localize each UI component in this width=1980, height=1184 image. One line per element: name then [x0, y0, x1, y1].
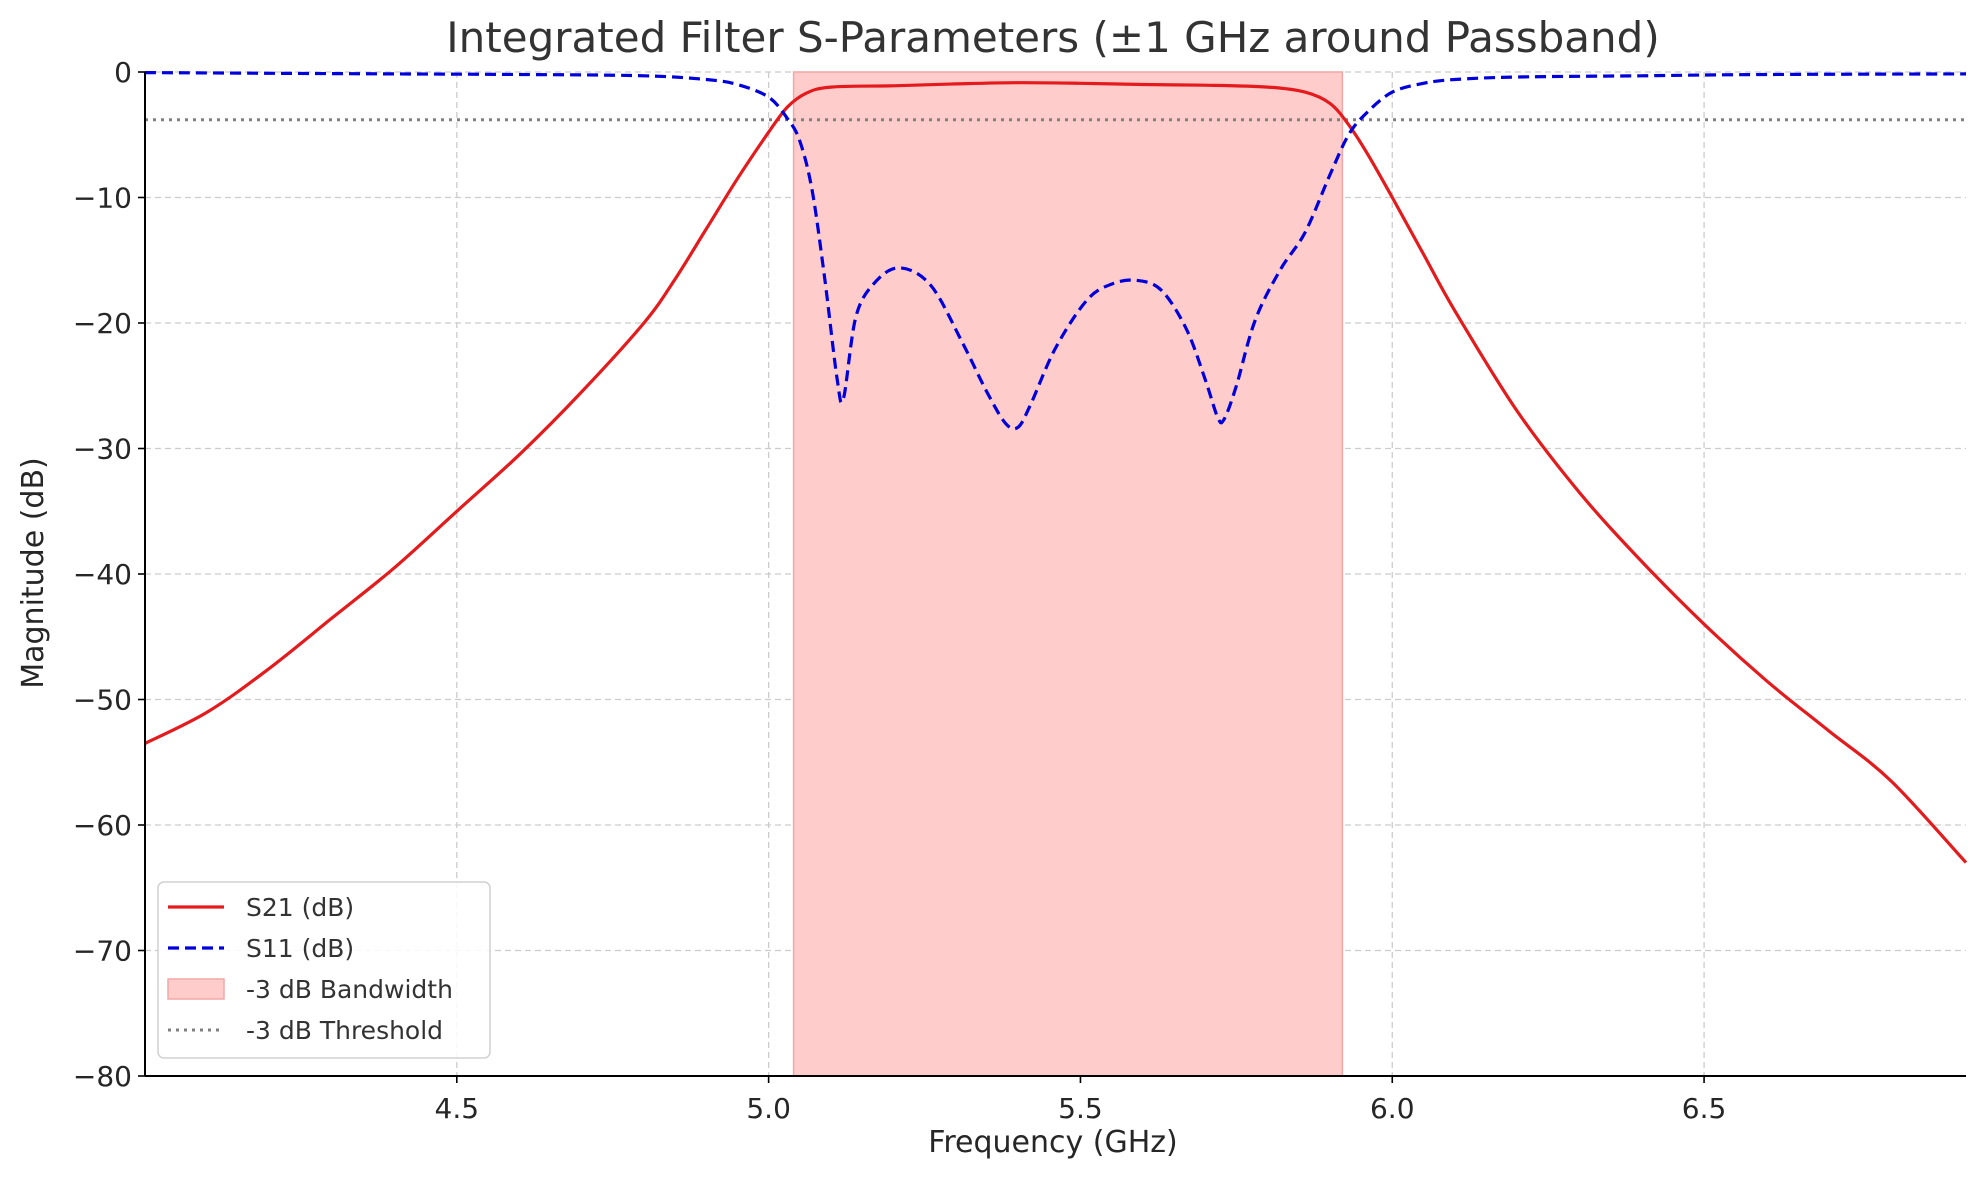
s11-line: [144, 71, 1967, 431]
series-layer: [144, 71, 1968, 864]
x-tick-label: 5.5: [1058, 1092, 1103, 1125]
bandwidth-rect: [792, 71, 1344, 1077]
chart-title: Integrated Filter S-Parameters (±1 GHz a…: [446, 13, 1659, 62]
tick-labels: 4.5 5.0 5.5 6.0 6.5 0 −10 −20 −30 −40 −50 −60 −70 −80: [73, 56, 1726, 1125]
legend-box: [157, 881, 491, 1059]
y-axis-label: Magnitude (dB): [16, 457, 51, 689]
axes: [138, 71, 1966, 1083]
x-tick-label: 6.5: [1682, 1092, 1727, 1125]
y-tick-label: −30: [73, 433, 132, 466]
y-tick-label: −20: [73, 307, 132, 340]
legend-label: -3 dB Bandwidth: [246, 975, 453, 1004]
x-tick-label: 5.0: [746, 1092, 791, 1125]
legend-label: -3 dB Threshold: [246, 1016, 443, 1045]
y-tick-label: −70: [73, 935, 132, 968]
y-tick-label: −50: [73, 684, 132, 717]
y-tick-label: −80: [73, 1060, 132, 1093]
bandwidth-band: [792, 71, 1344, 1077]
x-axis-label: Frequency (GHz): [928, 1125, 1177, 1160]
legend: S21 (dB) S11 (dB) -3 dB Bandwidth -3 dB Thr…: [157, 881, 491, 1059]
s21-line: [144, 81, 1968, 864]
x-tick-label: 4.5: [435, 1092, 480, 1125]
legend-label: S11 (dB): [246, 934, 354, 963]
legend-label: S21 (dB): [246, 893, 354, 922]
x-tick-label: 6.0: [1370, 1092, 1415, 1125]
y-tick-label: 0: [114, 56, 132, 89]
y-tick-label: −10: [73, 182, 132, 215]
y-tick-label: −40: [73, 558, 132, 591]
y-tick-label: −60: [73, 809, 132, 842]
legend-swatch: [167, 978, 225, 1000]
